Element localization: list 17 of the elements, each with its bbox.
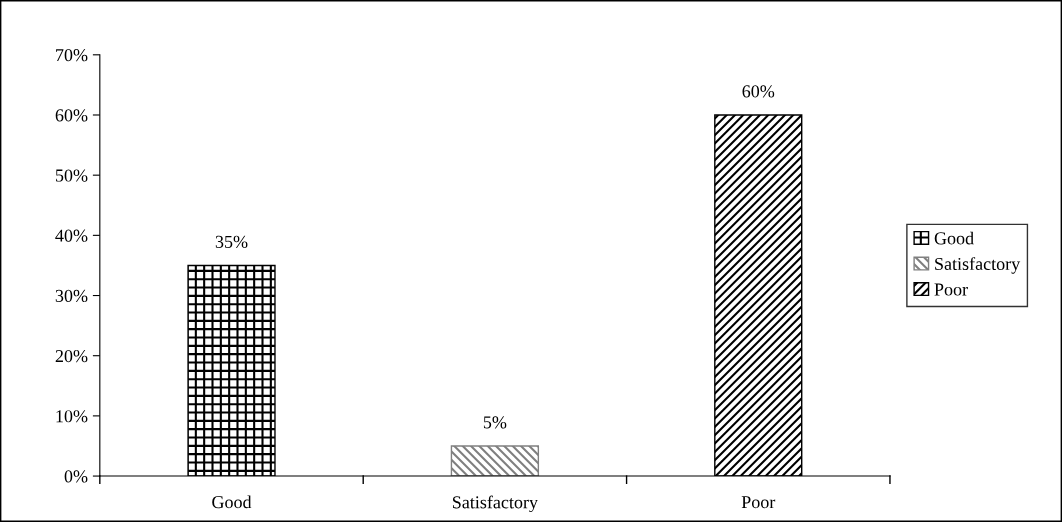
legend-label: Satisfactory <box>935 257 1021 274</box>
y-tick-label: 70% <box>56 49 88 62</box>
y-tick-label: 20% <box>55 349 88 363</box>
y-tick-label: 50% <box>55 169 88 182</box>
data-label: 5% <box>483 416 507 429</box>
x-tick-label: Good <box>212 495 252 509</box>
data-label: 60% <box>742 85 775 98</box>
legend-label: Poor <box>934 283 968 296</box>
data-label: 35% <box>215 235 248 248</box>
y-tick-label: 10% <box>56 410 88 423</box>
y-tick-label: 30% <box>55 289 88 303</box>
y-tick-label: 60% <box>55 109 88 122</box>
x-tick-label: Poor <box>741 496 776 509</box>
legend-label: Good <box>934 231 974 245</box>
x-tick-label: Satisfactory <box>452 495 538 513</box>
y-tick-label: 0% <box>64 470 88 483</box>
y-tick-label: 40% <box>55 229 88 242</box>
